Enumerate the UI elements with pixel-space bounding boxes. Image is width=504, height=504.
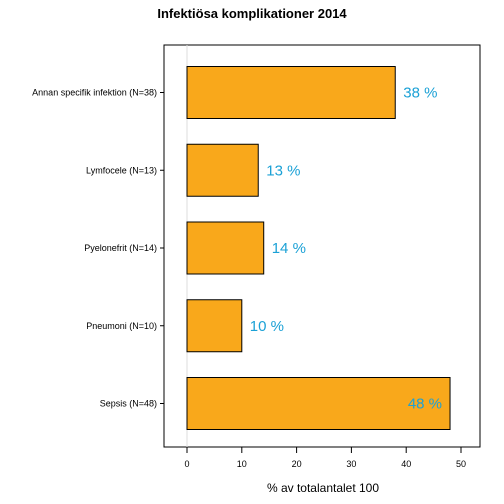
category-label-2: Pyelonefrit (N=14): [84, 243, 157, 253]
x-tick-label-3: 30: [346, 459, 356, 469]
data-label-0: 38 %: [403, 85, 437, 102]
x-tick-label-4: 40: [401, 459, 411, 469]
chart-title: Infektiösa komplikationer 2014: [157, 6, 347, 21]
x-tick-label-2: 20: [292, 459, 302, 469]
x-tick-label-5: 50: [456, 459, 466, 469]
plot-frame: [163, 44, 481, 448]
category-label-3: Pneumoni (N=10): [86, 321, 157, 331]
bar-0: [186, 66, 396, 119]
data-label-2: 14 %: [272, 240, 306, 257]
data-label-1: 13 %: [266, 162, 300, 179]
x-tick-label-0: 0: [184, 459, 189, 469]
data-label-3: 10 %: [250, 318, 284, 335]
category-label-0: Annan specifik infektion (N=38): [32, 88, 157, 98]
category-label-4: Sepsis (N=48): [100, 399, 157, 409]
bar-1: [186, 143, 259, 197]
x-axis-label: % av totalantalet 100: [267, 481, 379, 495]
bar-3: [186, 299, 243, 353]
x-axis: 0 10 20 30 40 50: [184, 447, 466, 469]
category-label-1: Lymfocele (N=13): [86, 165, 157, 175]
data-label-4: 48 %: [408, 396, 442, 413]
category-labels: Annan specifik infektion (N=38) Lymfocele…: [32, 88, 164, 409]
bar-2: [186, 221, 265, 275]
x-tick-label-1: 10: [237, 459, 247, 469]
bar-4: [186, 377, 451, 430]
bars-group: 38 % 13 % 14 % 10 % 48 %: [186, 66, 451, 430]
